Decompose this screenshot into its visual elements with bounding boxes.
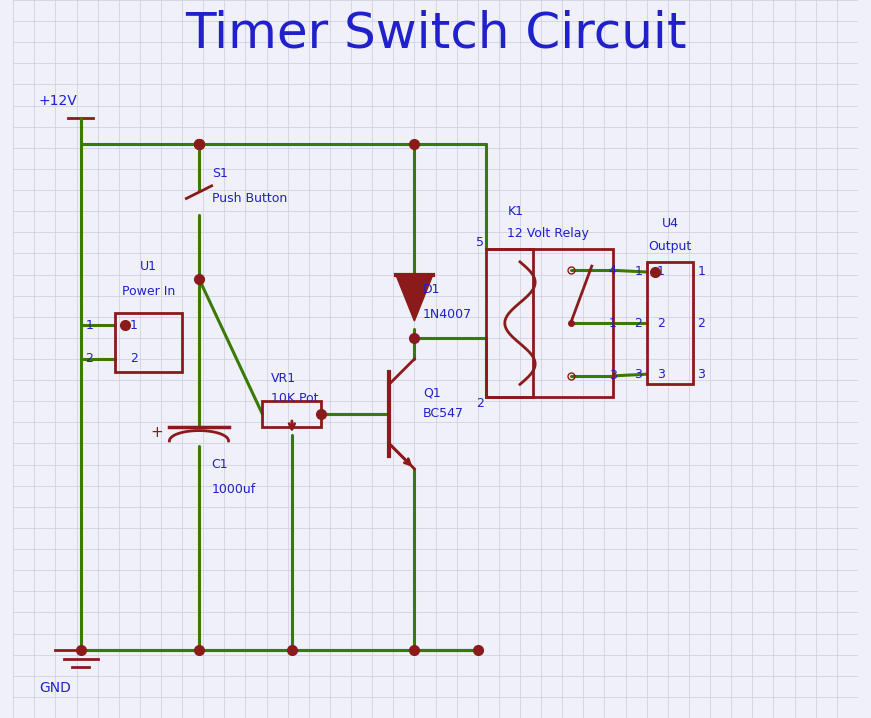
Text: GND: GND	[39, 681, 71, 696]
Text: C1: C1	[212, 458, 228, 471]
Text: 2: 2	[85, 353, 93, 365]
Polygon shape	[395, 274, 433, 321]
Text: 3: 3	[635, 368, 643, 381]
Text: +: +	[151, 425, 163, 440]
Text: Power In: Power In	[122, 285, 175, 298]
Text: Timer Switch Circuit: Timer Switch Circuit	[185, 10, 686, 57]
Text: 3: 3	[698, 368, 706, 381]
Text: 4: 4	[609, 264, 617, 277]
Text: 10K Pot: 10K Pot	[271, 392, 318, 405]
Text: 3: 3	[609, 369, 617, 383]
Text: BC547: BC547	[422, 407, 464, 421]
Text: 2: 2	[130, 353, 138, 365]
Text: 1000uf: 1000uf	[212, 483, 256, 496]
Text: 5: 5	[476, 236, 484, 249]
Text: U4: U4	[661, 218, 679, 230]
Text: Q1: Q1	[422, 386, 441, 399]
Text: 1: 1	[698, 266, 706, 279]
Text: 1N4007: 1N4007	[422, 308, 472, 321]
Text: 12 Volt Relay: 12 Volt Relay	[507, 228, 589, 241]
Text: U1: U1	[140, 260, 157, 273]
Text: 1: 1	[85, 319, 93, 332]
Text: Push Button: Push Button	[212, 192, 287, 205]
Text: D1: D1	[422, 283, 441, 296]
Text: 1: 1	[130, 319, 138, 332]
Text: K1: K1	[507, 205, 523, 218]
Text: 2: 2	[635, 317, 643, 330]
Text: VR1: VR1	[271, 372, 296, 385]
Text: S1: S1	[212, 167, 227, 180]
Text: 1: 1	[635, 266, 643, 279]
Text: 2: 2	[698, 317, 706, 330]
Text: 2: 2	[657, 317, 665, 330]
Text: +12V: +12V	[38, 94, 78, 108]
Text: 3: 3	[657, 368, 665, 381]
Text: 1: 1	[657, 266, 665, 279]
Text: 2: 2	[476, 397, 484, 410]
Text: Output: Output	[648, 240, 692, 253]
Text: 1: 1	[609, 317, 617, 330]
